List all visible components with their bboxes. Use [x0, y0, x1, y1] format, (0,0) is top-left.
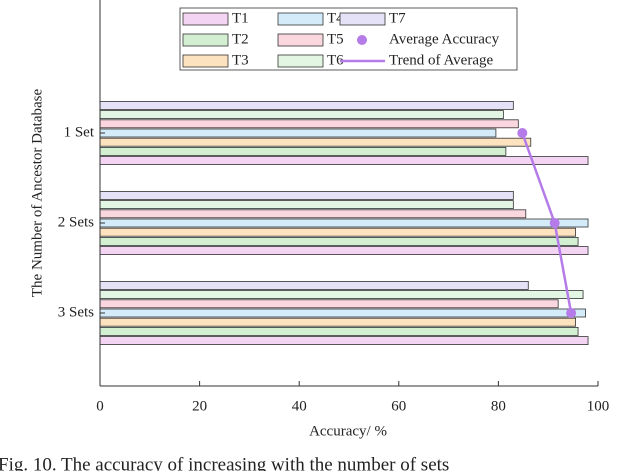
legend-swatch: [339, 12, 386, 26]
bar: [99, 190, 514, 200]
legend-swatch: [277, 33, 324, 47]
bar: [99, 128, 497, 138]
bar: [99, 209, 527, 219]
average-point: [549, 218, 560, 228]
legend-swatch: [182, 12, 229, 26]
x-axis-label: Accuracy/ %: [309, 423, 387, 439]
average-point: [517, 128, 528, 138]
bar: [99, 246, 589, 256]
y-tick-label: 3 Sets: [58, 304, 94, 320]
x-tick-label: 80: [491, 398, 506, 414]
legend-label: T3: [232, 52, 249, 68]
y-tick-label: 2 Sets: [58, 214, 94, 230]
bar: [99, 146, 507, 156]
bar: [99, 290, 584, 300]
legend-label: T2: [232, 31, 249, 47]
bar: [99, 156, 589, 166]
bar: [99, 218, 589, 228]
x-tick-label: 40: [292, 398, 307, 414]
y-tick-label: 1 Set: [64, 124, 95, 140]
x-tick-label: 100: [587, 398, 610, 414]
legend-swatch: [277, 54, 324, 68]
x-tick-label: 60: [391, 398, 406, 414]
legend-label: Trend of Average: [389, 52, 493, 68]
bar: [99, 280, 529, 290]
bar: [99, 326, 579, 336]
bar: [99, 299, 559, 309]
bar: [99, 200, 514, 210]
legend-swatch: [277, 12, 324, 26]
legend-swatch: [182, 54, 229, 68]
bar: [99, 336, 589, 346]
legend-swatch: [182, 33, 229, 47]
legend-marker: [357, 35, 367, 45]
average-point: [566, 308, 577, 318]
bar: [99, 101, 514, 110]
legend-label: T1: [232, 10, 249, 26]
legend-label: T5: [327, 31, 344, 47]
x-tick-label: 20: [192, 398, 207, 414]
legend-label: T7: [389, 10, 406, 26]
legend-label: Average Accuracy: [389, 31, 500, 47]
caption: Fig. 10. The accuracy of increasing with…: [0, 454, 449, 471]
bar: [99, 227, 576, 237]
legend-label: T6: [327, 52, 344, 68]
bar: [99, 236, 579, 246]
bar: [99, 119, 519, 129]
bar: [99, 137, 532, 147]
bar: [99, 110, 504, 119]
y-axis-label: The Number of Ancestor Database: [29, 89, 45, 298]
bar: [99, 317, 576, 327]
bar: [99, 308, 586, 318]
x-tick-label: 0: [96, 398, 104, 414]
